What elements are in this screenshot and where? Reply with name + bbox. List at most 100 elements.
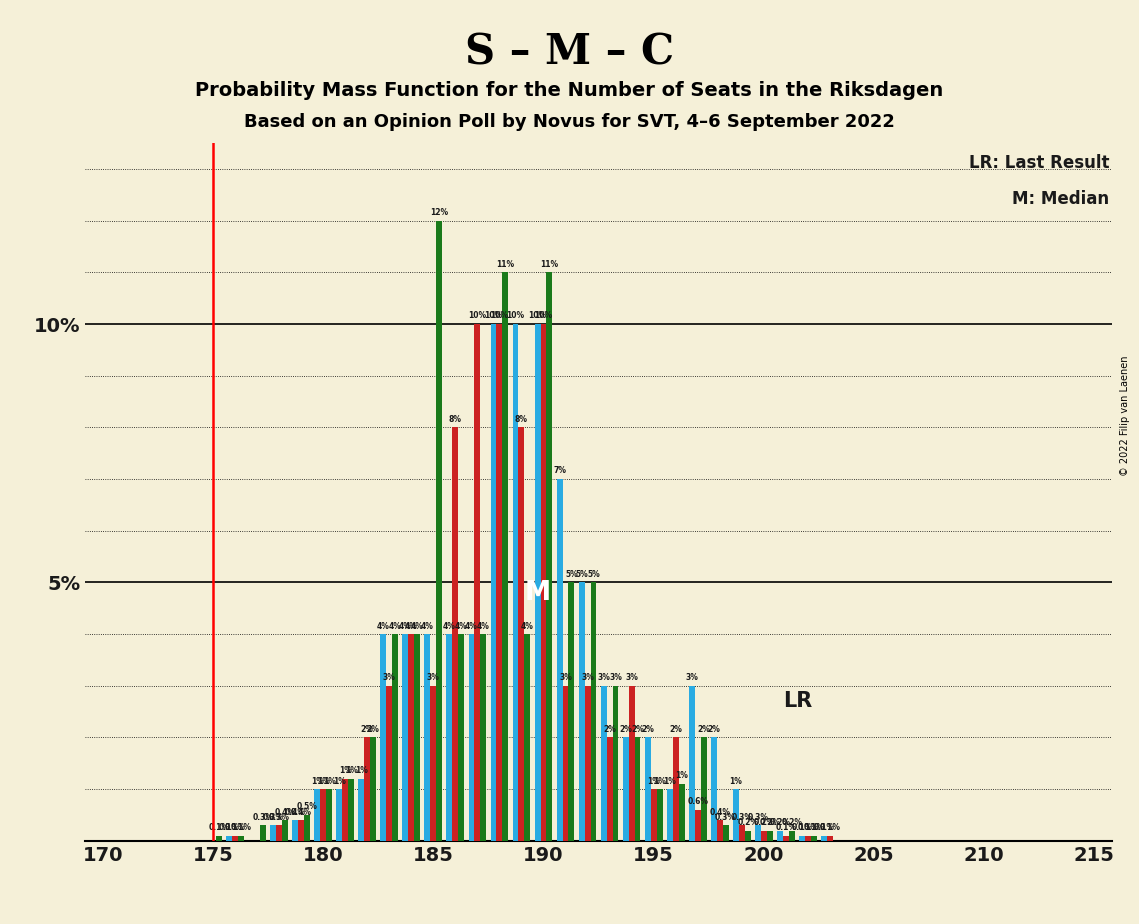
Text: 0.1%: 0.1% — [803, 823, 825, 832]
Bar — [320, 789, 326, 841]
Bar — [805, 835, 811, 841]
Bar — [623, 737, 629, 841]
Bar — [349, 779, 354, 841]
Text: 0.2%: 0.2% — [760, 818, 780, 827]
Text: 0.5%: 0.5% — [297, 802, 318, 811]
Bar — [711, 737, 716, 841]
Text: Based on an Opinion Poll by Novus for SVT, 4–6 September 2022: Based on an Opinion Poll by Novus for SV… — [244, 113, 895, 130]
Text: 1%: 1% — [311, 776, 323, 785]
Bar — [722, 825, 729, 841]
Bar — [298, 821, 304, 841]
Text: 4%: 4% — [377, 622, 390, 630]
Text: 0.4%: 0.4% — [290, 808, 312, 817]
Bar — [534, 324, 541, 841]
Bar — [788, 831, 795, 841]
Text: 1%: 1% — [647, 776, 659, 785]
Bar — [380, 634, 386, 841]
Bar — [415, 634, 420, 841]
Bar — [513, 324, 518, 841]
Text: 1%: 1% — [317, 776, 329, 785]
Bar — [232, 835, 238, 841]
Bar — [600, 686, 607, 841]
Text: 2%: 2% — [361, 724, 374, 734]
Text: 5%: 5% — [587, 570, 600, 578]
Bar — [607, 737, 613, 841]
Bar — [700, 737, 706, 841]
Text: 0.2%: 0.2% — [781, 818, 802, 827]
Bar — [645, 737, 650, 841]
Text: 1%: 1% — [338, 766, 352, 775]
Text: 0.1%: 0.1% — [797, 823, 818, 832]
Text: 4%: 4% — [443, 622, 456, 630]
Text: 0.6%: 0.6% — [687, 797, 708, 807]
Text: 2%: 2% — [367, 724, 379, 734]
Bar — [568, 582, 574, 841]
Text: 4%: 4% — [405, 622, 418, 630]
Text: 0.2%: 0.2% — [753, 818, 775, 827]
Text: 0.1%: 0.1% — [819, 823, 841, 832]
Bar — [777, 831, 782, 841]
Text: 10%: 10% — [491, 311, 508, 321]
Text: 0.3%: 0.3% — [253, 813, 273, 821]
Bar — [634, 737, 640, 841]
Bar — [277, 825, 282, 841]
Bar — [689, 686, 695, 841]
Text: 1%: 1% — [653, 776, 666, 785]
Bar — [336, 789, 343, 841]
Text: 1%: 1% — [729, 776, 743, 785]
Bar — [343, 779, 349, 841]
Bar — [547, 273, 552, 841]
Bar — [541, 324, 547, 841]
Text: 3%: 3% — [609, 674, 622, 682]
Text: 2%: 2% — [670, 724, 682, 734]
Bar — [238, 835, 244, 841]
Text: M: Median: M: Median — [1013, 189, 1109, 208]
Text: 4%: 4% — [399, 622, 412, 630]
Bar — [650, 789, 656, 841]
Text: 4%: 4% — [454, 622, 468, 630]
Text: Probability Mass Function for the Number of Seats in the Riksdagen: Probability Mass Function for the Number… — [196, 81, 943, 101]
Bar — [468, 634, 475, 841]
Bar — [629, 686, 634, 841]
Bar — [304, 815, 310, 841]
Bar — [326, 789, 333, 841]
Bar — [563, 686, 568, 841]
Bar — [666, 789, 673, 841]
Text: 4%: 4% — [477, 622, 490, 630]
Text: LR: Last Result: LR: Last Result — [969, 153, 1109, 172]
Text: 0.1%: 0.1% — [224, 823, 246, 832]
Bar — [782, 835, 788, 841]
Text: 3%: 3% — [581, 674, 593, 682]
Bar — [497, 324, 502, 841]
Text: 2%: 2% — [631, 724, 644, 734]
Bar — [491, 324, 497, 841]
Text: 4%: 4% — [388, 622, 402, 630]
Text: 10%: 10% — [468, 311, 486, 321]
Text: 4%: 4% — [421, 622, 434, 630]
Text: 0.4%: 0.4% — [274, 808, 296, 817]
Text: © 2022 Filip van Laenen: © 2022 Filip van Laenen — [1121, 356, 1130, 476]
Bar — [386, 686, 392, 841]
Text: 2%: 2% — [707, 724, 720, 734]
Text: 5%: 5% — [565, 570, 577, 578]
Text: 10%: 10% — [507, 311, 525, 321]
Bar — [821, 835, 827, 841]
Bar — [436, 221, 442, 841]
Bar — [282, 821, 288, 841]
Text: 0.1%: 0.1% — [776, 823, 796, 832]
Text: 3%: 3% — [383, 674, 395, 682]
Bar — [716, 821, 722, 841]
Bar — [679, 784, 685, 841]
Text: 0.2%: 0.2% — [737, 818, 759, 827]
Bar — [314, 789, 320, 841]
Bar — [827, 835, 833, 841]
Text: 0.3%: 0.3% — [269, 813, 289, 821]
Text: 0.1%: 0.1% — [219, 823, 239, 832]
Text: 0.3%: 0.3% — [747, 813, 769, 821]
Text: 1%: 1% — [345, 766, 358, 775]
Text: 3%: 3% — [427, 674, 440, 682]
Text: 10%: 10% — [484, 311, 502, 321]
Bar — [402, 634, 409, 841]
Bar — [293, 821, 298, 841]
Bar — [392, 634, 399, 841]
